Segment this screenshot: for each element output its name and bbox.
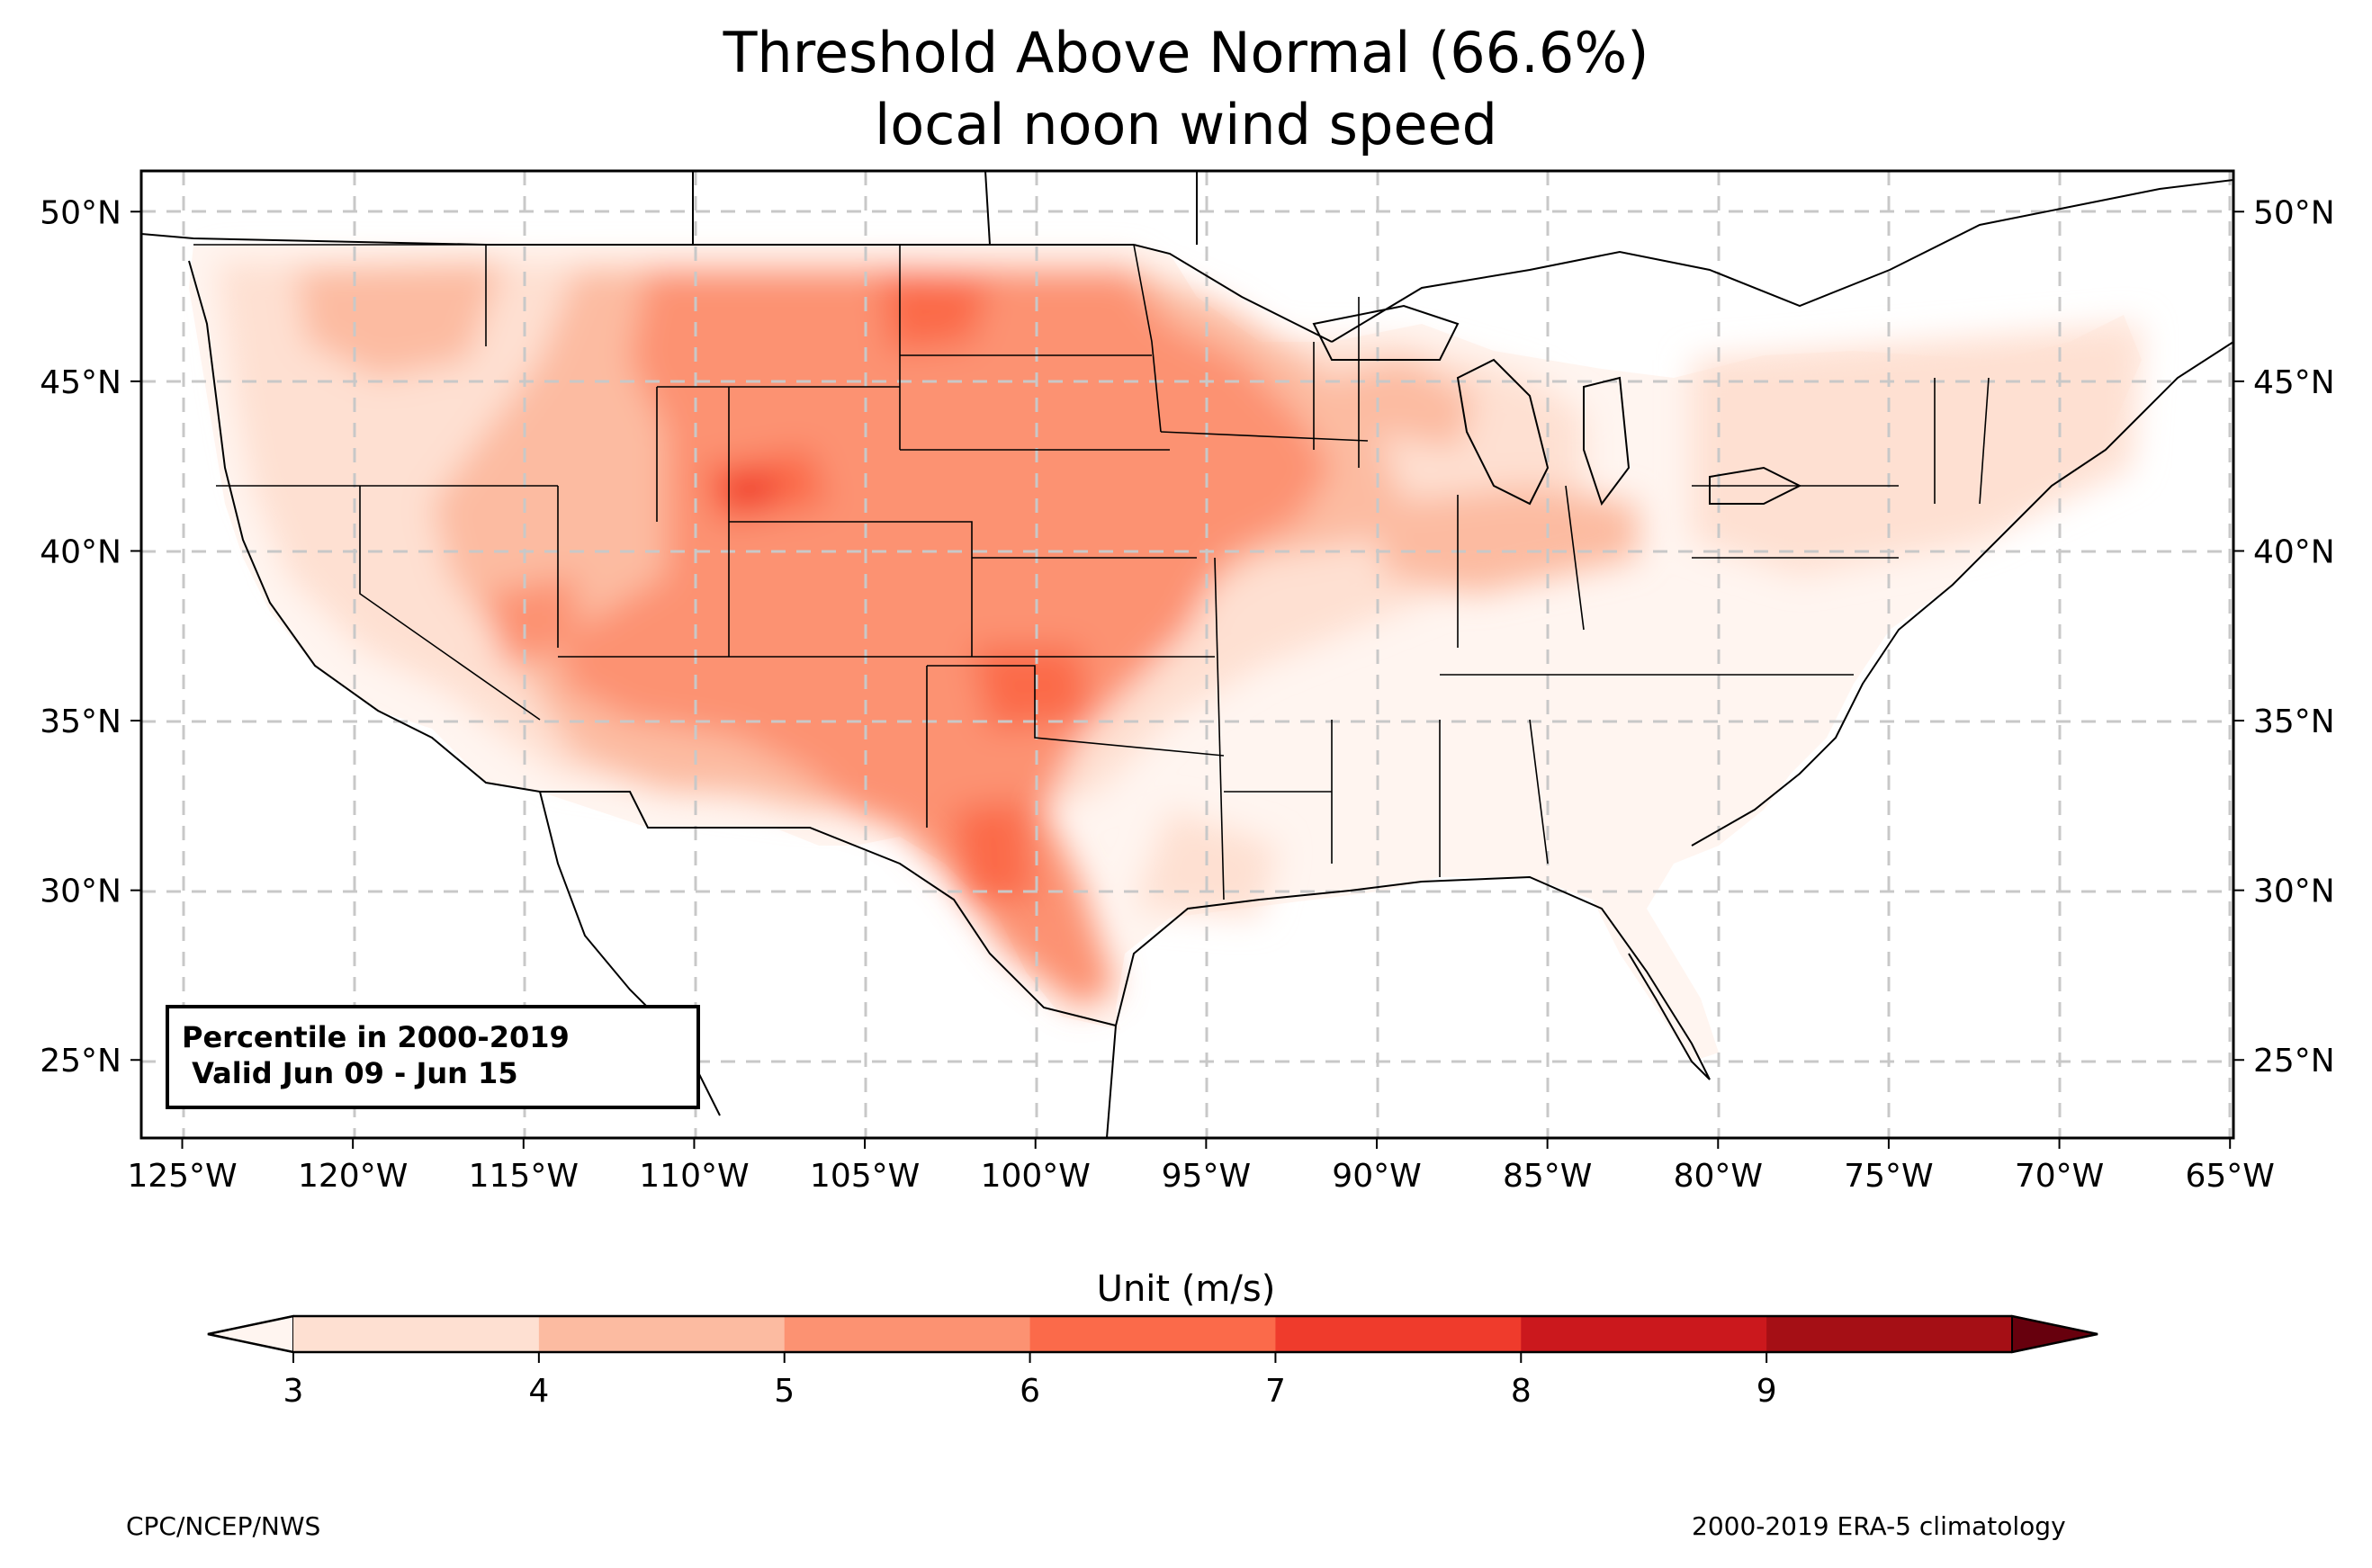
colorbar-segment <box>293 1316 540 1352</box>
lon-tick-label: 115°W <box>469 1158 579 1195</box>
lat-tick-label-left: 25°N <box>40 1043 121 1080</box>
lat-tick-label-right: 45°N <box>2253 364 2335 401</box>
lon-tick-label: 85°W <box>1503 1158 1592 1195</box>
footer-climatology: 2000-2019 ERA-5 climatology <box>1692 1511 2066 1541</box>
info-box-line1: Percentile in 2000-2019 <box>182 1020 570 1054</box>
lon-tick-label: 125°W <box>127 1158 237 1195</box>
lat-tick-label-right: 50°N <box>2253 194 2335 231</box>
lon-tick-label: 105°W <box>810 1158 920 1195</box>
colorbar: 3 4 5 6 7 8 9 <box>207 1314 2098 1410</box>
latitude-axis-right: 50°N 45°N 40°N 35°N 30°N 25°N <box>2233 194 2335 1080</box>
colorbar-segment <box>1766 1316 2013 1352</box>
graticule <box>141 171 2233 1138</box>
colorbar-tick-label: 3 <box>283 1373 304 1410</box>
wind-speed-shading <box>216 261 2142 1008</box>
colorbar-tick-label: 6 <box>1020 1373 1040 1410</box>
lon-tick-label: 110°W <box>639 1158 749 1195</box>
longitude-axis: 125°W 120°W 115°W 110°W 105°W 100°W 95°W 90°W 85… <box>127 1138 2275 1195</box>
colorbar-tick-label: 7 <box>1265 1373 1286 1410</box>
colorbar-tick-label: 5 <box>774 1373 795 1410</box>
lon-tick-label: 90°W <box>1332 1158 1421 1195</box>
colorbar-outline <box>207 1314 2098 1354</box>
lon-tick-label: 100°W <box>981 1158 1091 1195</box>
map-title-line2: local noon wind speed <box>875 92 1497 157</box>
colorbar-segment <box>1275 1316 1522 1352</box>
colorbar-tick-label: 9 <box>1757 1373 1777 1410</box>
colorbar-tick-label: 4 <box>528 1373 549 1410</box>
lat-tick-label-right: 35°N <box>2253 703 2335 740</box>
colorbar-segment <box>1029 1316 1276 1352</box>
colorbar-segment <box>538 1316 786 1352</box>
lon-tick-label: 75°W <box>1844 1158 1933 1195</box>
lon-tick-label: 95°W <box>1162 1158 1251 1195</box>
country-borders <box>141 171 2233 1138</box>
lat-tick-label-left: 45°N <box>40 364 121 401</box>
lon-tick-label: 120°W <box>298 1158 408 1195</box>
info-box: Percentile in 2000-2019 Valid Jun 09 - J… <box>166 1005 700 1109</box>
map-content <box>141 171 2233 1138</box>
lat-tick-label-right: 25°N <box>2253 1043 2335 1080</box>
colorbar-tick-label: 8 <box>1511 1373 1532 1410</box>
colorbar-title: Unit (m/s) <box>1096 1268 1276 1310</box>
lon-tick-label: 65°W <box>2186 1158 2275 1195</box>
footer-source: CPC/NCEP/NWS <box>126 1511 321 1541</box>
map-frame <box>139 169 2235 1140</box>
lat-tick-label-left: 30°N <box>40 874 121 910</box>
info-box-line2: Valid Jun 09 - Jun 15 <box>182 1056 518 1090</box>
lat-tick-label-left: 40°N <box>40 533 121 570</box>
lat-tick-label-right: 40°N <box>2253 533 2335 570</box>
lat-tick-label-left: 50°N <box>40 194 121 231</box>
colorbar-under-arrow <box>207 1314 294 1354</box>
lon-tick-label: 70°W <box>2015 1158 2104 1195</box>
colorbar-over-arrow <box>2011 1314 2098 1354</box>
latitude-axis-left: 50°N 45°N 40°N 35°N 30°N 25°N <box>40 194 141 1080</box>
lat-tick-label-left: 35°N <box>40 703 121 740</box>
lon-tick-label: 80°W <box>1674 1158 1763 1195</box>
colorbar-segment <box>1521 1316 1767 1352</box>
map-title-line1: Threshold Above Normal (66.6%) <box>723 20 1649 85</box>
colorbar-segment <box>784 1316 1031 1352</box>
lat-tick-label-right: 30°N <box>2253 874 2335 910</box>
